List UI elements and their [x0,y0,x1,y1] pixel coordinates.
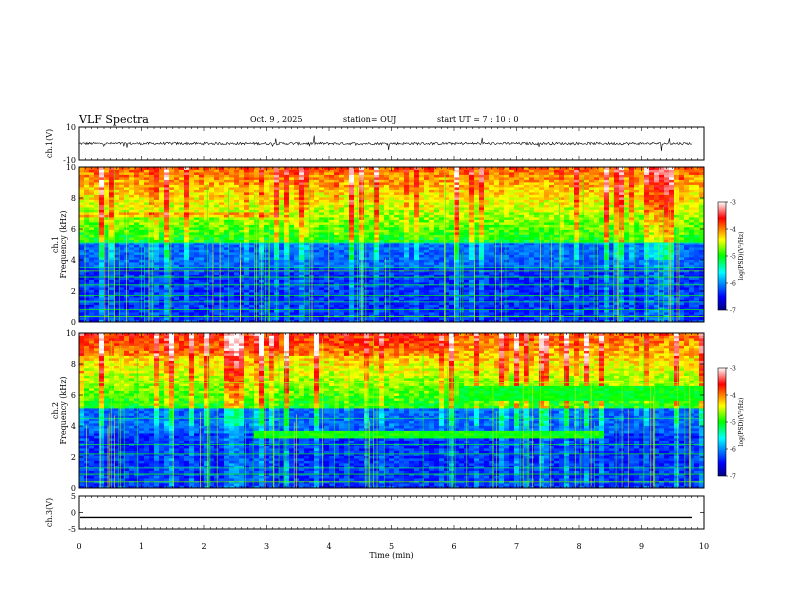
xtick-5: 5 [389,542,394,551]
ch1-spectrogram-ytick-10: 10 [66,163,76,172]
xtick-10: 10 [699,542,709,551]
ch1-spectrogram-colorbar-tick--5: -5 [730,254,736,261]
ch1-spectrogram-ytick-8: 8 [71,194,76,203]
x-axis-label: Time (min) [369,551,413,560]
station-label: station= OUJ [343,115,397,124]
ch3-waveform-ylabel: ch.3(V) [45,498,54,527]
ch1-spectrogram-ylabel-channel: ch.1 [51,236,60,253]
ch2-spectrogram-ytick-4: 4 [71,422,76,431]
ch2-spectrogram-image [79,333,705,489]
ch1-spectrogram-colorbar [717,201,727,311]
xtick-0: 0 [76,542,81,551]
ch2-spectrogram-colorbar-label: log(PSD)(V²/Hz) [738,398,745,447]
xtick-1: 1 [139,542,144,551]
ch2-spectrogram-ylabel-channel: ch.2 [51,402,60,419]
ch1-spectrogram-ylabel-freq: Frequency (kHz) [59,210,68,278]
ch1-spectrogram-colorbar-tick--7: -7 [730,308,736,315]
ch1-spectrogram-ytick-6: 6 [71,225,76,234]
ch1-waveform-trace [78,135,692,152]
ch1-spectrogram-colorbar-tick--3: -3 [730,200,736,207]
ch2-spectrogram-ytick-10: 10 [66,329,76,338]
xtick-3: 3 [264,542,269,551]
ch1-waveform-ytick--10: -10 [63,156,76,165]
xtick-9: 9 [639,542,644,551]
ch1-spectrogram-colorbar-tick--4: -4 [730,227,736,234]
xtick-6: 6 [451,542,456,551]
ch2-spectrogram-ylabel-freq: Frequency (kHz) [59,376,68,444]
ch1-spectrogram-ytick-0: 0 [71,318,76,327]
xtick-7: 7 [514,542,519,551]
ch2-spectrogram-ytick-6: 6 [71,391,76,400]
ch1-spectrogram-colorbar-tick--6: -6 [730,281,736,288]
ch2-spectrogram-colorbar-tick--3: -3 [730,366,736,373]
ch1-spectrogram-ytick-4: 4 [71,256,76,265]
ch2-spectrogram-colorbar-tick--7: -7 [730,474,736,481]
xtick-4: 4 [326,542,331,551]
xtick-8: 8 [576,542,581,551]
chart-title: VLF Spectra [79,113,149,126]
xtick-2: 2 [201,542,206,551]
ch2-spectrogram-ytick-8: 8 [71,360,76,369]
ch3-waveform-ytick-5: 5 [71,492,76,501]
ch2-spectrogram-ytick-2: 2 [71,453,76,462]
ch1-spectrogram-image [79,167,705,323]
ch2-spectrogram-colorbar-tick--5: -5 [730,420,736,427]
date-label: Oct. 9 , 2025 [250,115,303,124]
ch2-spectrogram-colorbar-tick--4: -4 [730,393,736,400]
ch3-waveform-ytick-0: 0 [71,509,76,518]
start-time-label: start UT = 7 : 10 : 0 [437,115,519,124]
ch2-spectrogram-colorbar-tick--6: -6 [730,447,736,454]
ch1-spectrogram-ytick-2: 2 [71,287,76,296]
ch1-waveform-ylabel: ch.1(V) [45,129,54,158]
ch2-spectrogram-colorbar [717,367,727,477]
ch1-spectrogram-colorbar-label: log(PSD)(V²/Hz) [738,232,745,281]
ch3-waveform-ytick--5: -5 [68,525,76,534]
ch3-waveform-frame [78,495,705,530]
ch2-spectrogram-ytick-0: 0 [71,484,76,493]
ch1-waveform-ytick-10: 10 [66,123,76,132]
